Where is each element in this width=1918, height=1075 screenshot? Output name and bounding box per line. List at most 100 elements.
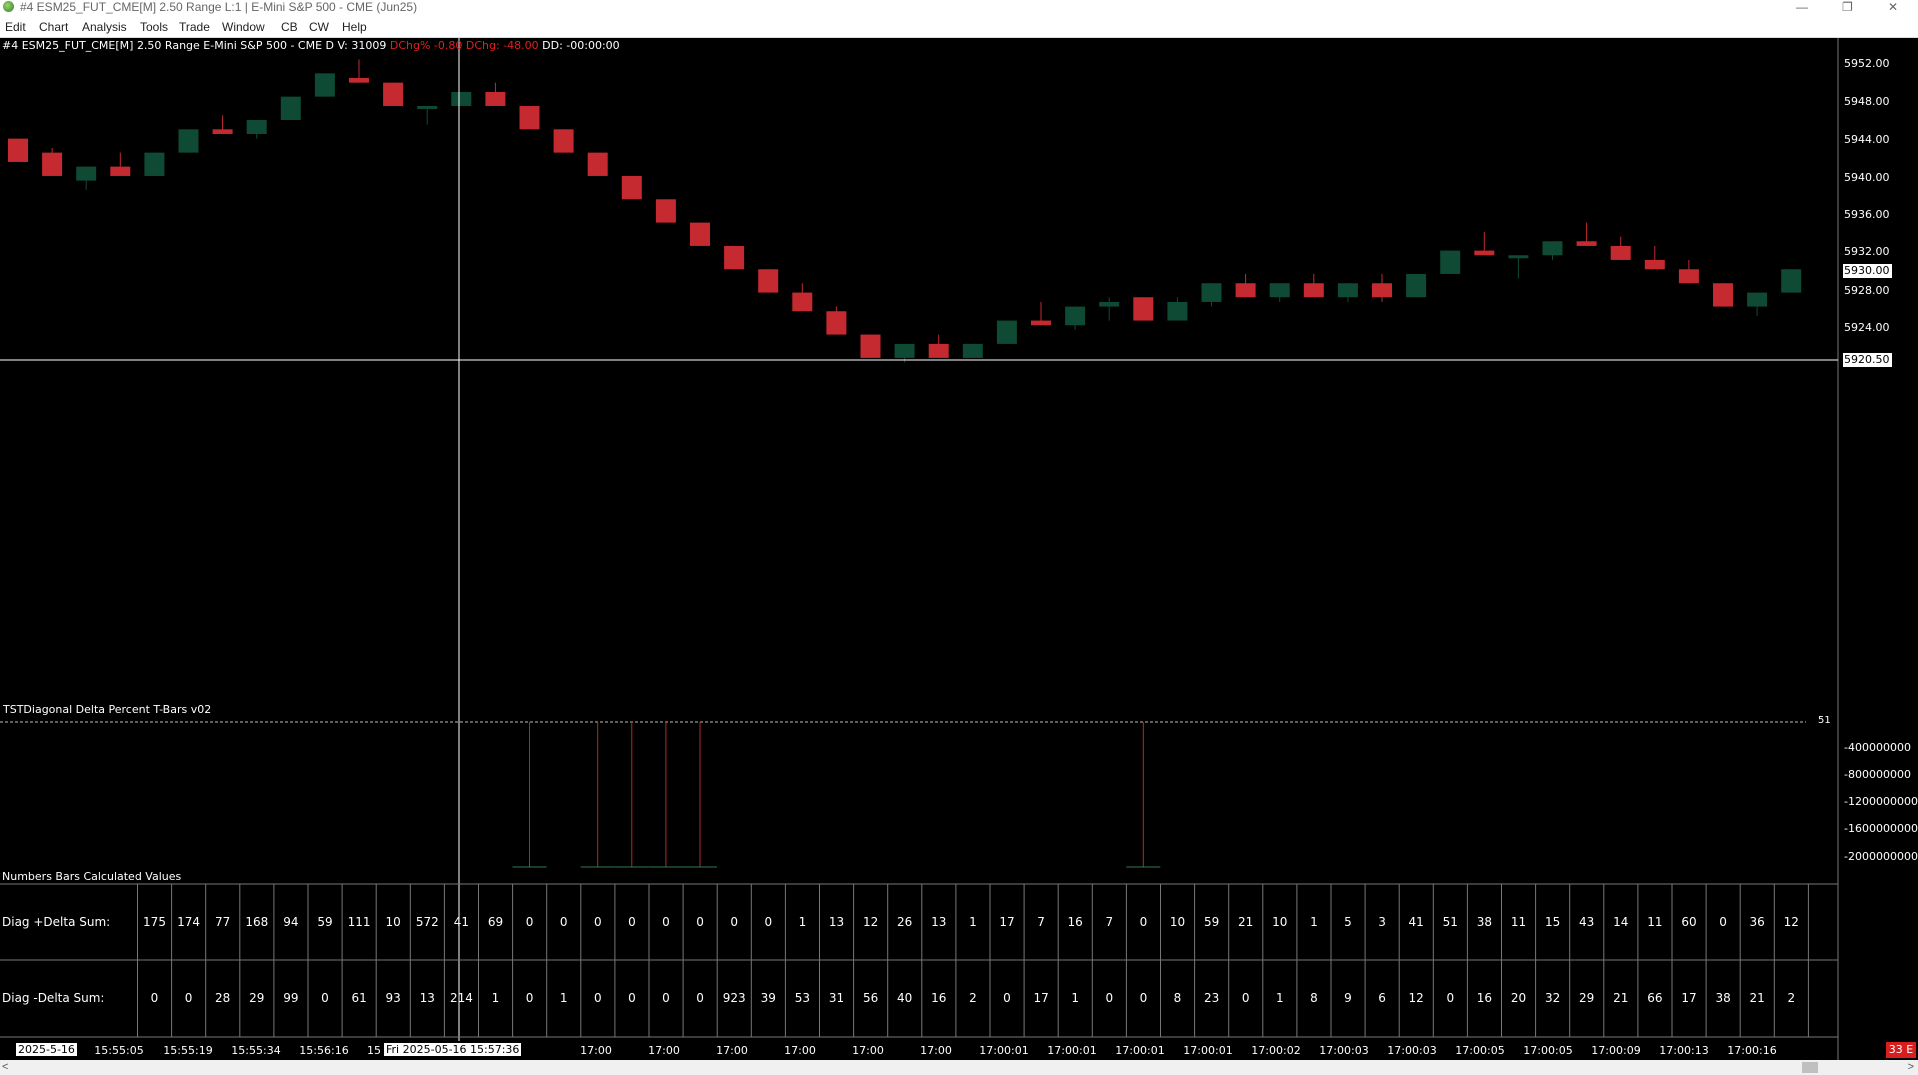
table-cell: 2 <box>969 991 977 1005</box>
candle-body <box>144 152 165 176</box>
candle-body <box>1508 255 1529 259</box>
table-cell: 29 <box>249 991 265 1005</box>
scroll-thumb[interactable] <box>1802 1062 1818 1073</box>
close-icon[interactable]: ✕ <box>1888 0 1899 14</box>
menu-chart[interactable]: Chart <box>39 20 69 34</box>
bar-count-badge: 33 E <box>1886 1042 1916 1058</box>
table-cell: 7 <box>1037 915 1045 929</box>
menu-bar: Edit Chart Analysis Tools Trade Window C… <box>0 15 1918 38</box>
table-cell: 17 <box>999 915 1015 929</box>
table-cell: 56 <box>862 991 879 1005</box>
candle-body <box>1576 241 1597 246</box>
chart-area[interactable]: #4 ESM25_FUT_CME[M] 2.50 Range E-Mini S&… <box>0 38 1918 1075</box>
table-cell: 94 <box>283 915 299 929</box>
table-cell: 28 <box>215 991 231 1005</box>
menu-edit[interactable]: Edit <box>5 20 26 34</box>
table-cell: 174 <box>177 915 201 929</box>
candle-body <box>587 152 608 176</box>
scroll-left-icon[interactable]: < <box>2 1061 9 1073</box>
table-cell: 8 <box>1310 991 1318 1005</box>
price-label: 5940.00 <box>1844 171 1890 184</box>
table-cell: 41 <box>453 915 470 929</box>
table-cell: 59 <box>1203 915 1220 929</box>
cursor-price-marker: 5920.50 <box>1843 353 1892 367</box>
candle-body <box>1747 292 1768 307</box>
candle-body <box>553 129 574 153</box>
chart-header: #4 ESM25_FUT_CME[M] 2.50 Range E-Mini S&… <box>2 39 620 52</box>
table-cell: 38 <box>1715 991 1731 1005</box>
table-cell: 1 <box>798 915 807 929</box>
table-cell: 17 <box>1033 991 1049 1005</box>
candle-body <box>1337 283 1358 298</box>
menu-trade[interactable]: Trade <box>179 20 210 34</box>
time-label: 17:00:02 <box>1251 1044 1301 1057</box>
candle-body <box>417 105 438 109</box>
table-cell: 111 <box>347 915 371 929</box>
restore-icon[interactable]: ❐ <box>1842 0 1853 14</box>
candle-body <box>349 77 369 83</box>
chart-canvas[interactable] <box>0 38 1918 1075</box>
table-cell: 0 <box>525 991 534 1005</box>
candle-body <box>1235 283 1256 298</box>
table-cell: 0 <box>628 991 636 1005</box>
study-axis-label: -1200000000 <box>1844 795 1918 808</box>
study-axis-label: -1600000000 <box>1844 822 1918 835</box>
table-cell: 0 <box>662 915 670 929</box>
candle-body <box>1372 283 1392 298</box>
table-cell: 11 <box>1510 915 1527 929</box>
table-cell: 2 <box>1787 991 1796 1005</box>
menu-analysis[interactable]: Analysis <box>82 20 127 34</box>
table-cell: 40 <box>897 991 913 1005</box>
table-cell: 0 <box>559 915 568 929</box>
candle-body <box>655 199 676 223</box>
table-cell: 12 <box>1408 991 1424 1005</box>
table-grid <box>137 884 1809 1037</box>
candle-body <box>1610 245 1631 260</box>
candle-body <box>792 292 813 312</box>
table-cell: 5 <box>1344 915 1352 929</box>
table-cell: 99 <box>283 991 299 1005</box>
time-axis-start: 2025-5-16 <box>16 1043 77 1056</box>
time-label: 15:55:19 <box>163 1044 213 1057</box>
menu-tools[interactable]: Tools <box>140 20 169 34</box>
table-cell: 43 <box>1579 915 1595 929</box>
study-title: TSTDiagonal Delta Percent T-Bars v02 <box>3 703 212 716</box>
candle-body <box>1474 250 1495 256</box>
table-cell: 10 <box>385 915 401 929</box>
study-axis-label: -2000000000 <box>1844 850 1918 863</box>
table-cell: 23 <box>1203 991 1220 1005</box>
menu-window[interactable]: Window <box>222 20 265 34</box>
daily-duration: DD: -00:00:00 <box>542 39 620 52</box>
numbers-table-title: Numbers Bars Calculated Values <box>2 870 182 883</box>
minimize-icon[interactable]: — <box>1796 0 1808 14</box>
table-cell: 3 <box>1378 915 1386 929</box>
menu-cw[interactable]: CW <box>309 20 329 34</box>
candle-body <box>1303 283 1324 298</box>
table-cell: 0 <box>184 991 193 1005</box>
table-cell: 1 <box>559 991 568 1005</box>
candle-body <box>826 311 847 335</box>
candle-body <box>758 269 779 293</box>
table-cell: 0 <box>730 915 738 929</box>
price-label: 5936.00 <box>1844 208 1890 221</box>
table-cell: 93 <box>385 991 401 1005</box>
time-label: 15 <box>367 1044 381 1057</box>
menu-cb[interactable]: CB <box>281 20 298 34</box>
candle-body <box>246 119 267 134</box>
candle-body <box>1133 297 1154 321</box>
daily-change: DChg: -48.00 <box>465 39 539 52</box>
table-cell: 9 <box>1344 991 1352 1005</box>
table-cell: 168 <box>245 915 269 929</box>
time-axis-cursor-label: Fri 2025-05-16 15:57:36 <box>384 1043 522 1056</box>
time-label: 15:56:16 <box>299 1044 349 1057</box>
table-cell: 0 <box>696 991 704 1005</box>
menu-help[interactable]: Help <box>342 20 367 34</box>
candle-body <box>928 343 949 358</box>
table-cell: 13 <box>828 915 845 929</box>
horizontal-scrollbar[interactable]: < > <box>0 1060 1918 1075</box>
price-label: 5928.00 <box>1844 284 1890 297</box>
table-cell: 0 <box>1241 991 1250 1005</box>
table-cell: 13 <box>931 915 947 929</box>
time-label: 17:00:05 <box>1455 1044 1505 1057</box>
scroll-right-icon[interactable]: > <box>1907 1061 1914 1073</box>
